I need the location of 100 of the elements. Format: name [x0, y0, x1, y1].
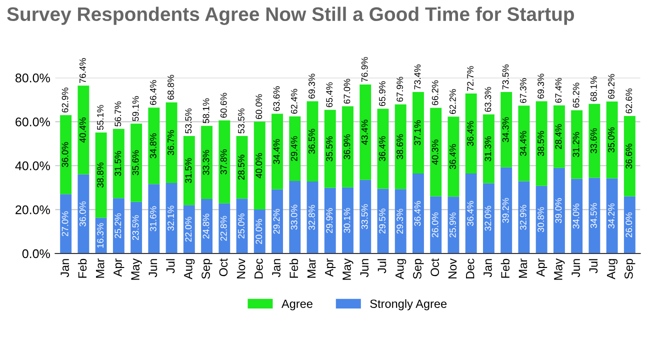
x-tick-label: Jul: [377, 259, 386, 274]
data-label: 29.9%: [326, 208, 333, 233]
bar: [272, 189, 283, 254]
bar: [236, 136, 248, 199]
total-label: 62.6%: [626, 88, 632, 114]
total-label: 67.4%: [555, 78, 562, 103]
total-label: 69.3%: [538, 74, 544, 99]
x-tick-label: Jul: [588, 259, 598, 274]
data-label: 32.1%: [168, 206, 174, 231]
total-label: 55.1%: [97, 104, 104, 130]
total-label: 67.9%: [396, 76, 404, 102]
total-label: 76.4%: [79, 58, 86, 83]
data-label: 26.0%: [626, 212, 632, 238]
x-tick-label: Jun: [148, 259, 158, 278]
bar: [412, 92, 424, 174]
bar: [78, 174, 90, 254]
total-label: 69.3%: [308, 74, 315, 99]
total-label: 62.9%: [62, 88, 68, 112]
x-tick-label: Jan: [272, 259, 280, 278]
bar: [254, 122, 266, 210]
x-tick-label: Dec: [254, 258, 263, 278]
data-label: 25.2%: [114, 213, 122, 238]
bar: [112, 198, 124, 254]
bar: [536, 101, 548, 186]
bar: [342, 187, 354, 254]
bar: [324, 188, 336, 254]
data-label: 35.5%: [326, 136, 333, 162]
data-label: 31.5%: [185, 158, 192, 184]
data-label: 31.3%: [484, 136, 492, 162]
data-label: 33.6%: [590, 128, 597, 154]
total-label: 63.3%: [484, 86, 492, 112]
data-label: 34.3%: [502, 117, 509, 142]
bar: [183, 205, 195, 254]
x-tick-label: Apr: [536, 258, 548, 277]
data-label: 22.0%: [185, 216, 192, 242]
data-label: 39.0%: [555, 198, 562, 224]
data-label: 32.0%: [484, 206, 492, 231]
bar: [166, 102, 178, 183]
bar: [60, 194, 72, 254]
data-label: 29.4%: [290, 136, 298, 162]
total-label: 76.9%: [361, 57, 368, 82]
data-label: 36.4%: [379, 136, 386, 162]
data-label: 28.5%: [238, 154, 244, 180]
bar: [465, 174, 477, 254]
bar: [482, 114, 494, 184]
data-label: 29.5%: [379, 208, 386, 234]
total-label: 60.6%: [220, 92, 227, 118]
total-label: 58.1%: [202, 98, 210, 124]
bar: [448, 196, 460, 254]
bar: [536, 186, 548, 254]
x-tick-label: Oct: [219, 258, 228, 276]
x-tick-label: Mar: [307, 258, 316, 278]
bar: [518, 106, 530, 182]
x-tick-label: Aug: [184, 259, 195, 280]
bar: [289, 181, 301, 254]
total-label: 67.3%: [520, 78, 526, 103]
data-label: 36.5%: [308, 128, 315, 154]
total-label: 72.7%: [467, 66, 474, 91]
data-label: 36.9%: [344, 134, 350, 160]
x-tick-label: Jun: [360, 259, 369, 278]
x-tick-label: May: [342, 258, 354, 280]
total-label: 73.4%: [414, 64, 421, 90]
bar: [166, 182, 178, 254]
data-label: 38.6%: [396, 134, 404, 160]
data-label: 36.0%: [62, 142, 68, 168]
y-tick-label: 80.0%: [15, 74, 50, 82]
x-tick-label: Nov: [236, 258, 246, 278]
bar: [148, 184, 160, 254]
x-tick-label: Sep: [624, 258, 636, 279]
x-tick-label: May: [131, 258, 142, 280]
data-label: 28.4%: [555, 124, 562, 149]
x-tick-label: Apr: [325, 258, 336, 277]
x-tick-label: Aug: [606, 259, 618, 280]
data-label: 20.0%: [256, 219, 262, 244]
data-label: 27.0%: [62, 211, 68, 236]
data-label: 34.2%: [608, 203, 614, 228]
total-label: 66.2%: [432, 80, 438, 106]
bar: [500, 92, 512, 168]
data-label: 34.8%: [150, 133, 156, 158]
bar: [201, 199, 213, 254]
x-tick-label: Jul: [166, 259, 175, 274]
y-tick-label: 40.0%: [15, 161, 50, 170]
data-label: 31.2%: [572, 132, 580, 157]
x-tick-label: Nov: [448, 258, 457, 278]
data-label: 26.0%: [432, 212, 438, 238]
bar: [218, 120, 230, 204]
bar: [394, 104, 406, 190]
data-label: 40.3%: [432, 140, 438, 165]
bar: [482, 183, 494, 254]
data-label: 22.8%: [220, 216, 227, 241]
bar: [377, 108, 389, 189]
legend-label: Strongly Agree: [370, 299, 447, 310]
bar: [394, 189, 406, 254]
bar: [306, 101, 318, 182]
data-label: 37.1%: [414, 120, 421, 146]
x-tick-label: Dec: [466, 258, 474, 278]
bar: [430, 196, 442, 254]
data-label: 30.8%: [538, 207, 544, 232]
legend-label: Agree: [282, 300, 312, 310]
total-label: 73.5%: [502, 64, 509, 90]
